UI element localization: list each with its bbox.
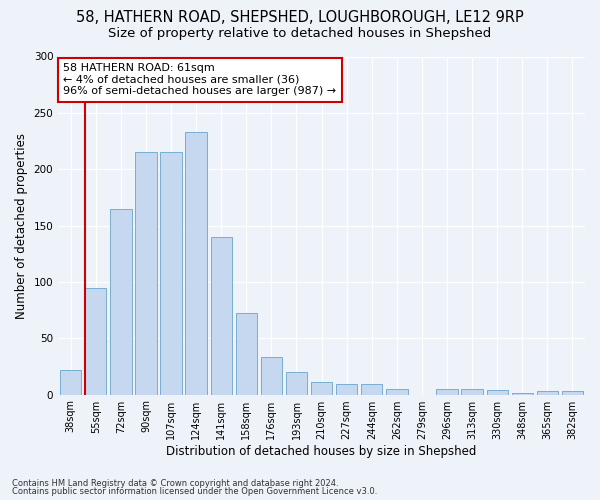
Bar [361, 384, 382, 394]
Bar [336, 384, 358, 394]
X-axis label: Distribution of detached houses by size in Shepshed: Distribution of detached houses by size … [166, 444, 477, 458]
Text: Size of property relative to detached houses in Shepshed: Size of property relative to detached ho… [109, 28, 491, 40]
Y-axis label: Number of detached properties: Number of detached properties [15, 132, 28, 318]
Bar [160, 152, 182, 394]
Bar [436, 389, 458, 394]
Text: Contains public sector information licensed under the Open Government Licence v3: Contains public sector information licen… [12, 487, 377, 496]
Bar [261, 358, 282, 395]
Bar [537, 391, 558, 394]
Bar [286, 372, 307, 394]
Bar [136, 152, 157, 394]
Bar [60, 370, 82, 394]
Bar [386, 389, 407, 394]
Text: 58, HATHERN ROAD, SHEPSHED, LOUGHBOROUGH, LE12 9RP: 58, HATHERN ROAD, SHEPSHED, LOUGHBOROUGH… [76, 10, 524, 25]
Bar [461, 389, 483, 394]
Bar [211, 237, 232, 394]
Bar [236, 314, 257, 394]
Bar [311, 382, 332, 394]
Bar [487, 390, 508, 394]
Bar [110, 208, 131, 394]
Bar [185, 132, 207, 394]
Bar [562, 391, 583, 394]
Text: Contains HM Land Registry data © Crown copyright and database right 2024.: Contains HM Land Registry data © Crown c… [12, 478, 338, 488]
Text: 58 HATHERN ROAD: 61sqm
← 4% of detached houses are smaller (36)
96% of semi-deta: 58 HATHERN ROAD: 61sqm ← 4% of detached … [64, 64, 337, 96]
Bar [85, 288, 106, 395]
